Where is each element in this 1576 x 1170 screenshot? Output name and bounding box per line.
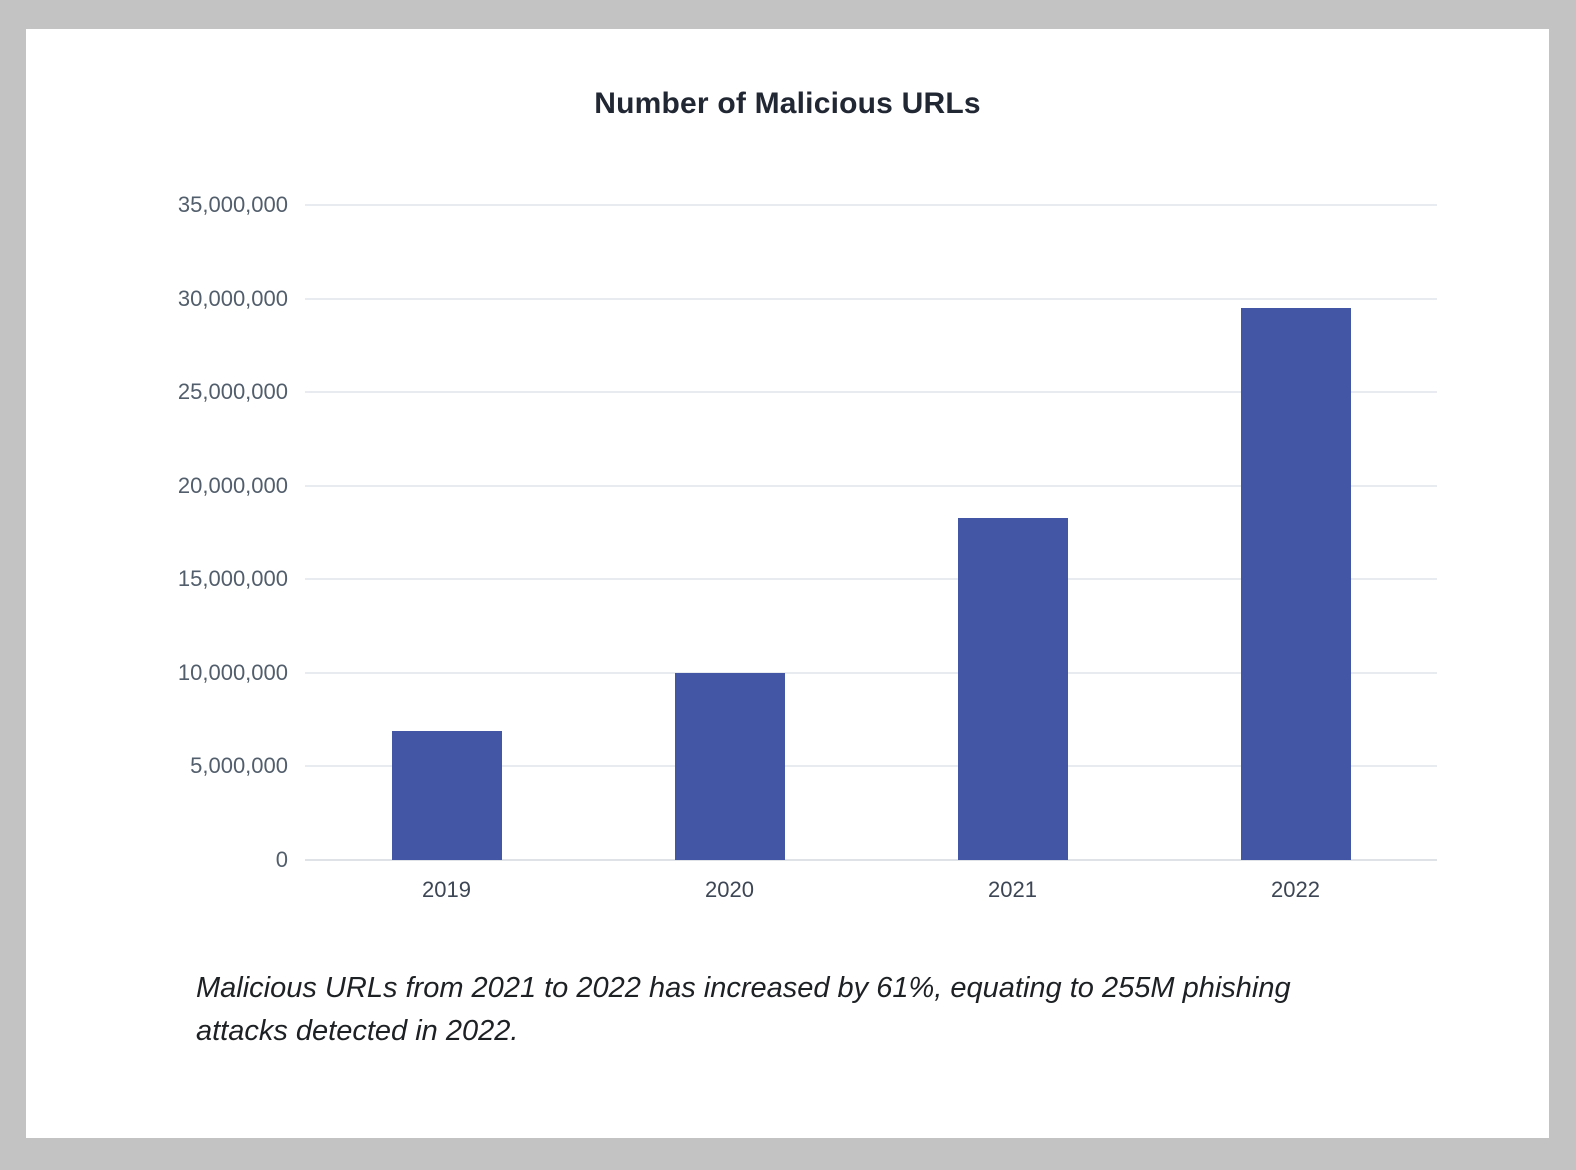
y-axis-tick-label: 10,000,000 — [177, 659, 288, 685]
chart-card: Number of Malicious URLs Malicious URLs … — [26, 29, 1549, 1138]
caption: Malicious URLs from 2021 to 2022 has inc… — [196, 967, 1291, 1053]
x-axis-baseline — [305, 859, 1437, 861]
y-axis-tick-label: 35,000,000 — [177, 192, 288, 217]
gridline — [305, 484, 1437, 487]
y-axis-tick-label: 5,000,000 — [190, 753, 288, 779]
caption-line: attacks detected in 2022. — [196, 1015, 519, 1047]
caption-line: Malicious URLs from 2021 to 2022 has inc… — [196, 972, 1291, 1004]
y-axis-tick-label: 25,000,000 — [177, 379, 288, 405]
x-axis-label-2021: 2021 — [988, 877, 1037, 902]
gridline — [305, 671, 1437, 674]
gridline — [305, 765, 1437, 768]
y-axis-tick-label: 15,000,000 — [177, 566, 288, 592]
x-axis-label-2019: 2019 — [422, 877, 471, 902]
gridline — [305, 391, 1437, 394]
y-axis-tick-label: 30,000,000 — [177, 285, 288, 311]
plot-area — [305, 204, 1437, 861]
y-axis-tick-label: 20,000,000 — [177, 472, 288, 498]
gridline — [305, 578, 1437, 581]
x-axis-label-2022: 2022 — [1271, 877, 1320, 902]
bar-2019[interactable] — [391, 731, 502, 860]
gridline — [305, 297, 1437, 300]
gridline — [305, 204, 1437, 206]
bar-2021[interactable] — [957, 518, 1068, 860]
x-axis-label-2020: 2020 — [705, 877, 754, 902]
bar-2020[interactable] — [674, 673, 785, 860]
y-axis-tick-label: 0 — [275, 847, 288, 872]
chart-title: Number of Malicious URLs — [594, 87, 981, 120]
bar-2022[interactable] — [1240, 308, 1351, 860]
